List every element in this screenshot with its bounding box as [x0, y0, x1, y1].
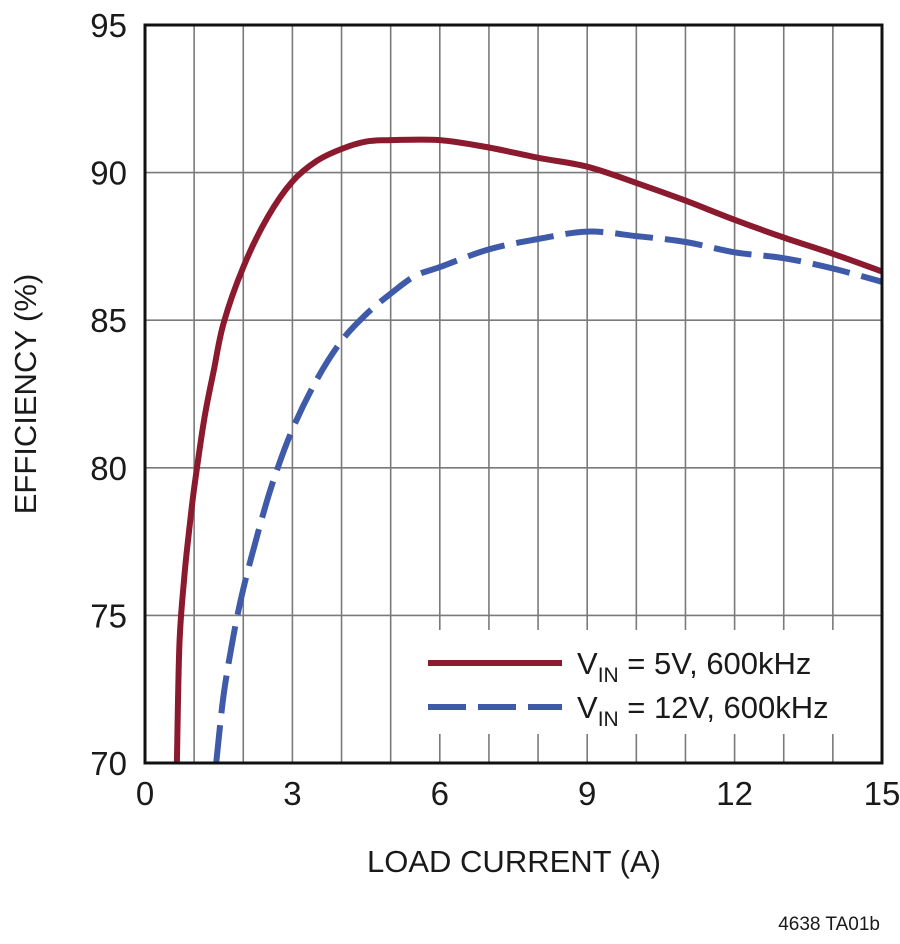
legend-label-rest: = 5V, 600kHz [619, 646, 812, 681]
series-line-vin-12v [213, 228, 883, 764]
legend-label-main: V [577, 646, 598, 681]
y-tick-label: 90 [90, 155, 127, 192]
plot-frame [143, 23, 884, 765]
legend-background [418, 630, 866, 734]
legend-label-subscript: IN [598, 664, 619, 687]
y-tick-label: 70 [90, 745, 127, 782]
legend-label-subscript: IN [598, 708, 619, 731]
legend-label-vin-5v: VIN = 5V, 600kHz [577, 646, 811, 687]
x-tick-label: 3 [283, 775, 301, 812]
y-tick-label: 95 [90, 7, 127, 44]
y-tick-label: 85 [90, 302, 127, 339]
series-line-vin-5v [173, 136, 884, 764]
legend-label-rest: = 12V, 600kHz [619, 690, 829, 725]
x-tick-label: 0 [136, 775, 154, 812]
x-tick-label: 6 [431, 775, 449, 812]
y-tick-label: 75 [90, 597, 127, 634]
y-axis-title: EFFICIENCY (%) [8, 274, 43, 515]
legend: VIN = 5V, 600kHz VIN = 12V, 600kHz [418, 630, 866, 734]
x-tick-label: 9 [578, 775, 596, 812]
legend-label-main: V [577, 690, 598, 725]
figure-id: 4638 TA01b [778, 914, 880, 935]
x-tick-labels: 0 3 6 9 12 15 [136, 775, 900, 812]
legend-label-vin-12v: VIN = 12V, 600kHz [577, 690, 829, 731]
x-tick-label: 15 [864, 775, 900, 812]
x-axis-title: LOAD CURRENT (A) [367, 844, 661, 879]
x-tick-label: 12 [716, 775, 753, 812]
y-tick-labels: 70 75 80 85 90 95 [90, 7, 127, 782]
series-lines [173, 136, 884, 764]
y-tick-label: 80 [90, 450, 127, 487]
